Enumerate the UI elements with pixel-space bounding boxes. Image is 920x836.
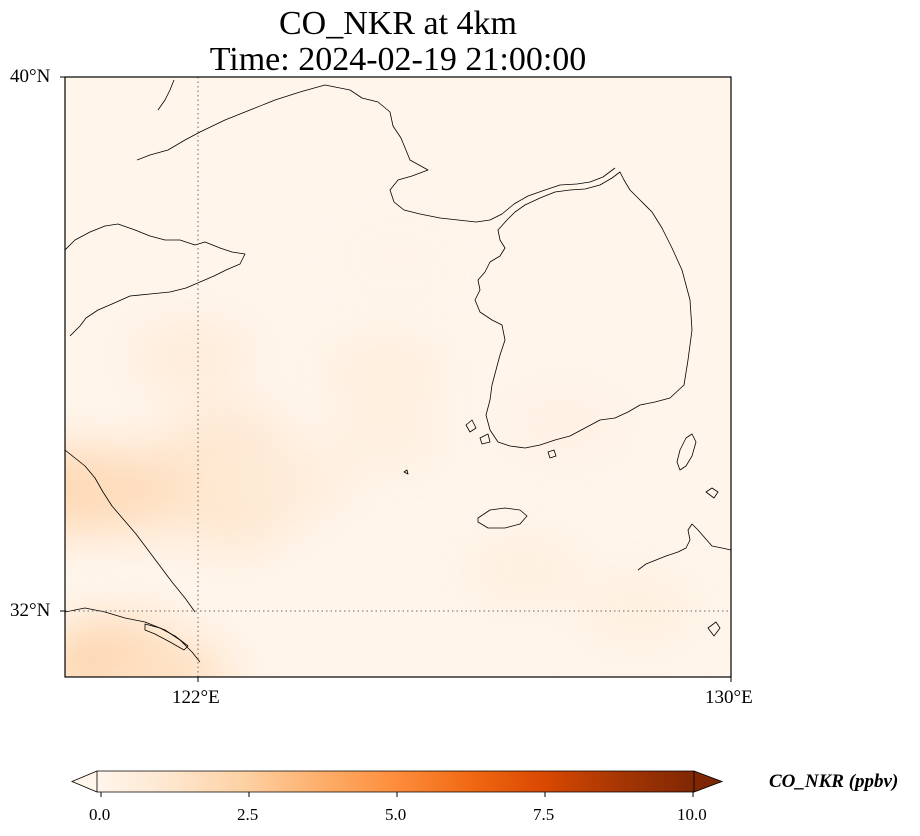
lon-label-122E: 122°E: [172, 687, 220, 708]
jeju-island: [477, 507, 528, 529]
colorbar-gradient: [97, 771, 694, 792]
concentration-blob-7: [223, 447, 347, 520]
concentration-blob-8: [324, 335, 445, 406]
yangtze-island: [144, 623, 189, 651]
concentration-blob-12: [506, 389, 623, 458]
jiangsu-coastline: [65, 449, 196, 613]
colorbar-extend-min: [70, 770, 98, 793]
china-north-coastline: [136, 84, 616, 223]
coastlines: [65, 79, 731, 663]
lon-label-130E: 130°E: [705, 687, 753, 708]
colorbar-label-5: 5.0: [385, 805, 407, 824]
shandong-coastline: [65, 223, 246, 337]
kyushu-north-islands: [705, 487, 721, 637]
concentration-blob-6: [130, 321, 253, 393]
korea-southwest-islands: [403, 419, 557, 475]
bohai-west-coast: [157, 79, 175, 111]
colorbar-label-0: 0.0: [89, 805, 111, 824]
concentration-blob-3: [97, 637, 233, 677]
chart-subtitle-time: Time: 2024-02-19 21:00:00: [209, 41, 587, 78]
colorbar-ticks: [100, 792, 694, 797]
yangtze-estuary: [65, 607, 201, 663]
axis-ticks: [60, 76, 732, 682]
lat-label-32N: 32°N: [10, 600, 51, 621]
korea-coastline: [474, 171, 693, 449]
chart-title: CO_NKR at 4km: [279, 5, 517, 42]
colorbar-extend-max: [693, 770, 724, 793]
concentration-blob-10: [465, 535, 584, 605]
concentration-blob-9: [325, 402, 444, 472]
colorbar-label-2-5: 2.5: [237, 805, 259, 824]
concentration-field: [65, 224, 697, 677]
lat-label-40N: 40°N: [10, 66, 51, 87]
colorbar-title: CO_NKR (ppbv): [769, 771, 899, 792]
colorbar-label-10: 10.0: [677, 805, 707, 824]
tsushima-island: [676, 433, 697, 471]
colorbar: [70, 770, 724, 797]
kyushu-coastline: [637, 523, 731, 571]
colorbar-label-7-5: 7.5: [533, 805, 555, 824]
concentration-blob-11: [578, 575, 697, 645]
concentration-blob-13: [341, 224, 455, 290]
gridlines: [65, 77, 731, 677]
map-frame: [64, 76, 732, 678]
